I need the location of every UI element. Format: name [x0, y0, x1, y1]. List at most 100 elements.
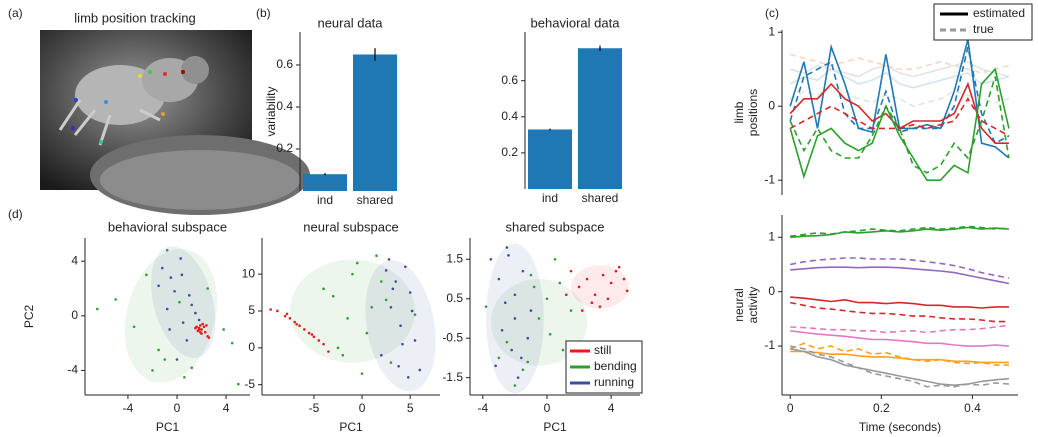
scatter-point [194, 311, 197, 315]
scatter-point [526, 336, 530, 340]
scatter-point [606, 297, 610, 301]
scatter-point [516, 376, 520, 379]
scatter-point [187, 294, 191, 297]
scatter-point [489, 258, 493, 261]
scatter-point [237, 382, 240, 386]
scatter-point [160, 266, 164, 270]
line-series [790, 350, 1009, 364]
x-tick-label: 4 [223, 401, 230, 415]
scatter-point [175, 358, 179, 361]
line-series [789, 46, 1010, 145]
scatter-point [185, 339, 189, 342]
x-tick-label: shared [582, 191, 619, 205]
scatter-point [295, 322, 298, 326]
line-series [789, 53, 1010, 74]
scatter-point [181, 321, 185, 324]
scatter-point [564, 293, 568, 297]
scatter-point [178, 300, 181, 304]
y-tick-label: -5 [244, 377, 255, 391]
scatter-point [413, 339, 417, 342]
cluster-ellipse [124, 248, 218, 383]
scatter-point [617, 265, 621, 269]
line-series [789, 97, 1010, 137]
scatter-point [322, 342, 325, 346]
scatter-point [521, 368, 525, 372]
scatter-point [497, 277, 501, 281]
y-tick-label: 10 [242, 266, 256, 280]
scatter-point [387, 258, 391, 261]
scatter-point [322, 287, 325, 291]
line-series [789, 67, 1010, 181]
line-series [790, 225, 1009, 237]
scatter-point [310, 333, 314, 336]
chart-title: neural data [317, 15, 383, 30]
legend-label: still [594, 343, 611, 357]
scatter-point [529, 309, 533, 312]
scatter-point [200, 328, 203, 331]
scatter-point [380, 280, 383, 283]
scatter-point [410, 309, 414, 313]
scatter-point [307, 331, 311, 335]
panel-label: (a) [8, 6, 23, 20]
y-tick-label: 1.5 [446, 251, 463, 265]
scatter-point [351, 272, 354, 276]
panel-label: (b) [256, 6, 271, 20]
line-series [790, 266, 1010, 285]
scatter-point [601, 273, 605, 277]
line-series [790, 226, 1009, 239]
scatter-point [269, 308, 272, 311]
x-tick-label: 0 [359, 401, 366, 415]
y-axis-label: activity [746, 287, 760, 324]
legend-label: running [594, 375, 634, 389]
bar [578, 48, 622, 189]
x-axis-label: Time (seconds) [859, 420, 941, 434]
y-axis-label: neural [732, 288, 746, 321]
scatter-point [197, 328, 201, 331]
y-tick-label: -0.5 [442, 330, 463, 344]
y-tick-label: -4 [67, 363, 78, 377]
scatter-point [520, 356, 523, 360]
scatter-point [336, 346, 340, 350]
scatter-point [532, 285, 536, 289]
scatter-point [384, 298, 388, 302]
scatter-point [183, 375, 186, 379]
scatter-point [505, 340, 509, 344]
cluster-ellipse [490, 279, 588, 366]
x-axis-label: PC1 [543, 420, 567, 434]
scatter-point [194, 326, 197, 330]
scatter-point [380, 353, 383, 357]
scatter-point [569, 269, 573, 273]
scatter-point [157, 284, 160, 288]
scatter-point [418, 368, 422, 372]
y-tick-label: 5 [248, 303, 255, 317]
line-series [790, 345, 1009, 388]
scatter-point [276, 309, 279, 313]
scatter-point [561, 348, 565, 352]
legend-label: bending [594, 359, 637, 373]
scatter-point [180, 273, 184, 277]
scatter-point [346, 317, 349, 320]
scatter-point [331, 294, 335, 298]
scatter-point [593, 293, 597, 297]
scatter-point [370, 305, 373, 309]
x-axis-label: PC1 [339, 420, 363, 434]
scatter-point [609, 281, 613, 285]
scatter-point [413, 313, 417, 316]
scatter-point [230, 341, 234, 345]
legend: still bending running [565, 340, 643, 394]
scatter-point [288, 317, 292, 320]
bar [303, 174, 347, 191]
line-series [790, 301, 1009, 323]
scatter-point [293, 320, 297, 324]
scatter-point [614, 269, 618, 273]
cluster-ellipse [571, 265, 629, 309]
scatter-point [132, 325, 136, 329]
scatter-point [577, 285, 581, 289]
scatter-point [327, 350, 330, 353]
bar [528, 129, 572, 189]
chart-title: neural subspace [303, 219, 398, 234]
y-tick-label: 0.2 [276, 141, 293, 155]
scatter-point [355, 261, 359, 265]
y-tick-label: 0 [768, 98, 775, 112]
scatter-point [114, 298, 117, 301]
